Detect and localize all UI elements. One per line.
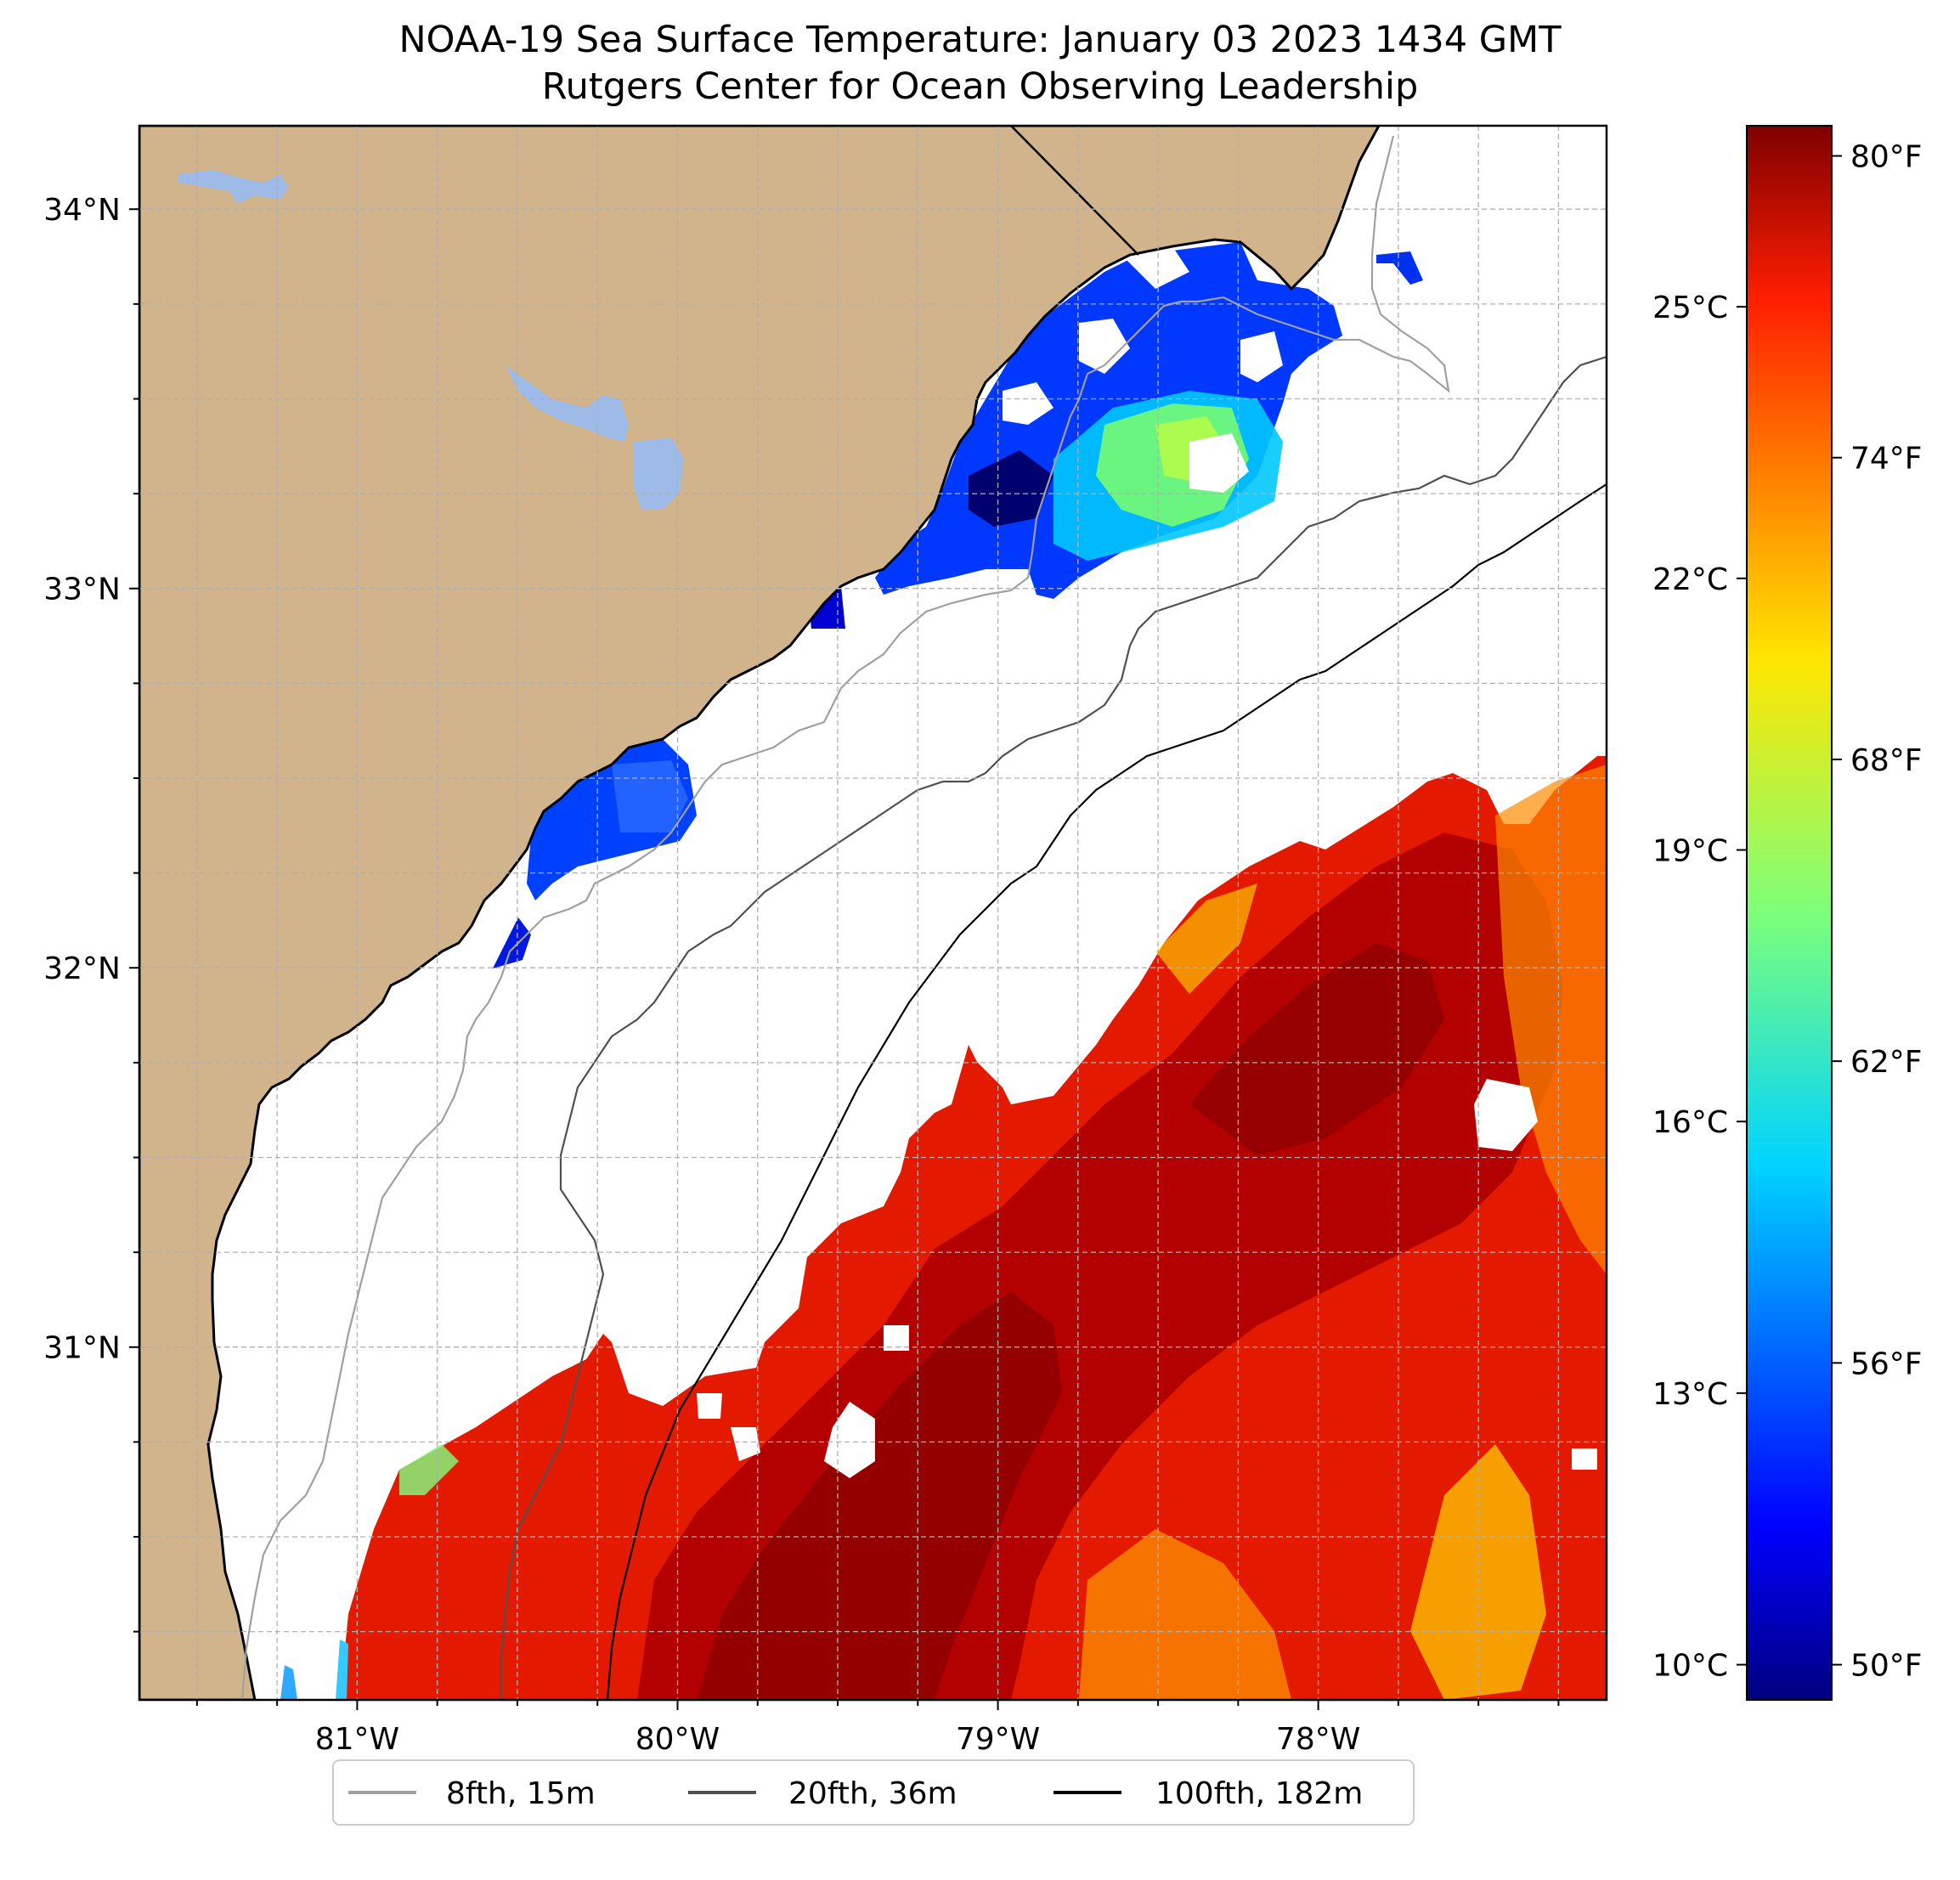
lat-tick-label: 31°N (43, 1331, 121, 1366)
lon-tick-label: 79°W (956, 1722, 1040, 1757)
bathymetry-contours (240, 126, 1607, 1700)
map-title-line1: NOAA-19 Sea Surface Temperature: January… (398, 19, 1562, 61)
contour-8fth (240, 135, 1450, 1700)
map-frame (138, 124, 1608, 1702)
state-border (1010, 126, 1139, 256)
colorbar: 50°F 56°F 62°F 68°F 74°F 80°F 10°C 13°C 16°C 19°C… (1652, 125, 1923, 1701)
colorbar-gradient (1747, 126, 1832, 1700)
contour-legend: 8fth, 15m 20fth, 36m 100fth, 182m (332, 1759, 1415, 1826)
colorbar-f-tick-label: 68°F (1850, 743, 1923, 778)
legend-label-20fth: 20fth, 36m (788, 1776, 957, 1811)
colorbar-ticks: 50°F 56°F 62°F 68°F 74°F 80°F 10°C 13°C 16°C 19°C… (1652, 140, 1922, 1684)
lakes (178, 170, 684, 510)
map-axis-ticks: 81°W 80°W 79°W 78°W 34°N 33°N 32°N 31°N (43, 193, 1560, 1757)
colorbar-c-tick-label: 10°C (1652, 1649, 1728, 1684)
colorbar-c-tick-label: 22°C (1652, 562, 1728, 597)
colorbar-f-tick-label: 74°F (1850, 442, 1923, 477)
colorbar-c-tick-label: 19°C (1652, 833, 1728, 868)
legend-box (332, 1759, 1415, 1826)
colorbar-c-tick-label: 13°C (1652, 1377, 1728, 1412)
colorbar-f-tick-label: 62°F (1850, 1045, 1923, 1080)
colorbar-f-tick-label: 56°F (1850, 1346, 1923, 1381)
sst-cold-coastal (493, 242, 1423, 968)
colorbar-c-tick-label: 16°C (1652, 1105, 1728, 1140)
legend-entry-20fth: 20fth, 36m (688, 1776, 957, 1811)
contour-20fth (500, 355, 1607, 1700)
colorbar-frame (1746, 125, 1833, 1701)
colorbar-c-tick-label: 25°C (1652, 291, 1728, 325)
gridlines (139, 126, 1607, 1700)
lat-tick-label: 34°N (43, 193, 121, 228)
lat-tick-label: 33°N (43, 573, 121, 607)
colorbar-f-tick-label: 50°F (1850, 1649, 1923, 1684)
legend-label-8fth: 8fth, 15m (446, 1776, 596, 1811)
lon-tick-label: 81°W (315, 1722, 399, 1757)
legend-entry-100fth: 100fth, 182m (1053, 1776, 1363, 1811)
land-mass (139, 126, 1381, 1700)
contour-100fth (606, 483, 1607, 1700)
map-panel (139, 126, 1607, 1700)
lon-tick-label: 80°W (635, 1722, 720, 1757)
lon-tick-label: 78°W (1276, 1722, 1360, 1757)
legend-entry-8fth: 8fth, 15m (348, 1776, 596, 1811)
colorbar-f-tick-label: 80°F (1850, 140, 1923, 175)
map-title-line2: Rutgers Center for Ocean Observing Leade… (541, 65, 1419, 108)
lat-tick-label: 32°N (43, 951, 121, 986)
legend-label-100fth: 100fth, 182m (1155, 1776, 1363, 1811)
